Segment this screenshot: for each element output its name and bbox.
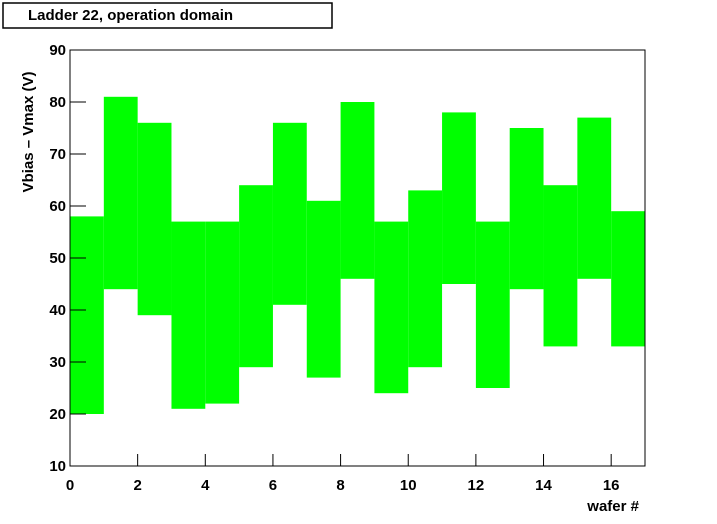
x-tick-label: 6 [269,477,277,494]
y-tick-label: 40 [49,302,66,319]
y-tick-label: 90 [49,42,66,59]
bar [205,221,240,404]
y-tick-label: 50 [49,250,66,267]
bar [374,221,409,394]
x-tick-label: 16 [603,477,620,494]
y-tick-label: 60 [49,198,66,215]
y-axis-label: Vbias – Vmax (V) [20,72,37,193]
bar [70,216,104,414]
x-tick-label: 12 [468,477,485,494]
x-tick-label: 4 [201,477,210,494]
y-tick-label: 20 [49,406,66,423]
bar [340,102,375,279]
bar [306,200,341,378]
bar [611,211,645,347]
x-tick-label: 10 [400,477,417,494]
bar [239,185,273,368]
title-box [2,2,333,29]
x-tick-label: 0 [66,477,74,494]
bar [272,122,307,305]
bar [509,128,544,290]
bar [171,221,206,409]
bar [577,117,612,279]
bar [475,221,510,388]
x-axis-label: wafer # [586,498,639,515]
y-tick-label: 80 [49,94,66,111]
bar [442,112,476,285]
y-tick-label: 30 [49,354,66,371]
bar [103,96,138,290]
bar [137,122,172,316]
x-tick-label: 8 [336,477,344,494]
y-tick-label: 10 [49,458,66,475]
x-tick-label: 2 [133,477,141,494]
bar [408,190,443,368]
chart-title: Ladder 22, operation domain [28,7,233,24]
bar [543,185,578,347]
y-tick-label: 70 [49,146,66,163]
x-tick-label: 14 [535,477,552,494]
